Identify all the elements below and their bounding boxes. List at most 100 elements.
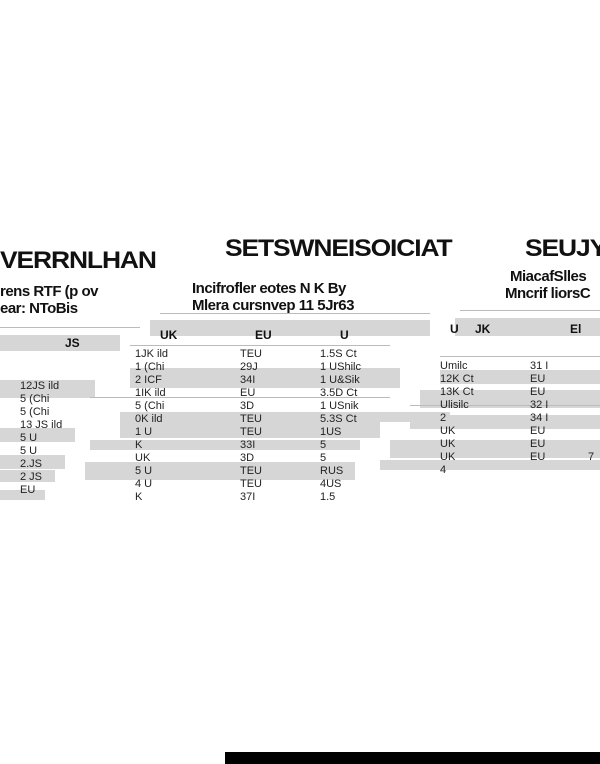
table-title: SETSWNEISOICIAT — [225, 235, 453, 262]
table-cell: RUS — [320, 465, 344, 477]
table-cell: 31 I — [530, 360, 549, 372]
bottom-black-bar — [225, 752, 600, 764]
table-row-band — [0, 455, 65, 469]
table-cell: TEU — [240, 426, 262, 438]
table-cell: 37I — [240, 491, 256, 503]
table-cell: K — [135, 491, 143, 503]
table-cell: 3D — [240, 452, 255, 464]
table-cell: 32 I — [530, 399, 549, 411]
table-cell: UK — [440, 425, 456, 437]
column-header: UK — [160, 328, 178, 342]
table-cell: 1 UShilc — [320, 361, 361, 373]
divider — [160, 313, 430, 314]
table-subtitle: Mlera cursnvep 11 5Jr63 — [192, 297, 354, 314]
table-cell: UK — [440, 451, 456, 463]
table-cell: 0K ild — [135, 413, 163, 425]
table-cell: 5 U — [20, 445, 38, 457]
table-subtitle: MiacafSlles — [510, 268, 587, 285]
table-row-band — [90, 440, 360, 450]
table-cell: TEU — [240, 413, 262, 425]
divider — [440, 356, 600, 357]
table-cell: 4US — [320, 478, 342, 490]
table-row-band — [390, 440, 600, 458]
column-header: JS — [65, 336, 80, 350]
table-cell: Umilc — [440, 360, 468, 372]
table-cell: EU — [20, 484, 36, 496]
table-cell: EU — [530, 438, 546, 450]
table-cell: TEU — [240, 348, 262, 360]
table-cell: 5 U — [135, 465, 153, 477]
table-cell: EU — [240, 387, 256, 399]
table-cell: 2 — [440, 412, 447, 424]
table-row-band — [0, 470, 55, 482]
table-row-band — [0, 380, 95, 398]
table-cell: 1US — [320, 426, 342, 438]
table-cell: 1 USnik — [320, 400, 359, 412]
table-cell: 5 — [320, 439, 327, 451]
table-cell: TEU — [240, 478, 262, 490]
table-row-band — [0, 335, 120, 351]
table-cell: Ulisilc — [440, 399, 469, 411]
divider — [130, 345, 390, 346]
table-cell: 2 JS — [20, 471, 43, 483]
table-cell: EU — [530, 386, 546, 398]
divider — [90, 397, 390, 398]
table-cell: 34I — [240, 374, 256, 386]
table-cell: 5.3S Ct — [320, 413, 357, 425]
table-subtitle: rens RTF (p ov — [0, 283, 99, 300]
table-subtitle: Incifrofler eotes N K By — [192, 280, 346, 297]
table-cell: K — [135, 439, 143, 451]
table-cell: 5 (Chi — [135, 400, 165, 412]
table-row-band — [410, 415, 600, 429]
table-cell: 5 — [320, 452, 327, 464]
table-title: SEUJY — [525, 235, 600, 262]
table-cell: 4 U — [135, 478, 153, 490]
table-cell: 12JS ild — [20, 380, 60, 392]
table-cell: EU — [530, 451, 546, 463]
table-cell: 29J — [240, 361, 258, 373]
table-cell: 1 (Chi — [135, 361, 165, 373]
table-cell: 4 — [440, 464, 447, 476]
table-cell: 2 ICF — [135, 374, 162, 386]
table-cell: 13K Ct — [440, 386, 474, 398]
column-header: EU — [255, 328, 272, 342]
table-cell: 34 I — [530, 412, 549, 424]
table-cell: TEU — [240, 465, 262, 477]
divider — [410, 405, 600, 406]
table-cell: 2.JS — [20, 458, 43, 470]
table-cell: 5 (Chi — [20, 406, 50, 418]
table-cell: UK — [135, 452, 151, 464]
table-cell: 1 U&Sik — [320, 374, 360, 386]
table-cell: EU — [530, 425, 546, 437]
table-row-band — [85, 462, 355, 480]
table-title: VERRNLHAN — [0, 247, 157, 274]
table-cell: 5 (Chi — [20, 393, 50, 405]
table-row-band — [380, 460, 600, 470]
table-row-band — [455, 318, 600, 336]
table-row-band — [420, 390, 600, 408]
table-subtitle: Mncrif liorsC — [505, 285, 591, 302]
divider — [0, 327, 140, 328]
table-cell: 3D — [240, 400, 255, 412]
table-row-band — [130, 368, 400, 388]
table-cell: 1.5 — [320, 491, 336, 503]
table-row-band — [120, 412, 450, 422]
table-cell: 13 JS ild — [20, 419, 63, 431]
table-row-band — [440, 370, 600, 384]
table-row-band — [150, 320, 430, 336]
column-header: U — [450, 322, 459, 336]
column-header: U — [340, 328, 349, 342]
table-row-band — [120, 418, 380, 438]
table-cell: 1JK ild — [135, 348, 169, 360]
table-cell: 3.5D Ct — [320, 387, 358, 399]
divider — [460, 310, 600, 311]
table-cell: UK — [440, 438, 456, 450]
table-cell: 1.5S Ct — [320, 348, 357, 360]
table-subtitle: ear: NToBis — [0, 300, 78, 317]
table-cell: 1 U — [135, 426, 153, 438]
table-cell: 5 U — [20, 432, 38, 444]
table-row-band — [0, 490, 45, 500]
table-cell: 7 — [588, 451, 595, 463]
table-cell: 12K Ct — [440, 373, 474, 385]
table-cell: EU — [530, 373, 546, 385]
